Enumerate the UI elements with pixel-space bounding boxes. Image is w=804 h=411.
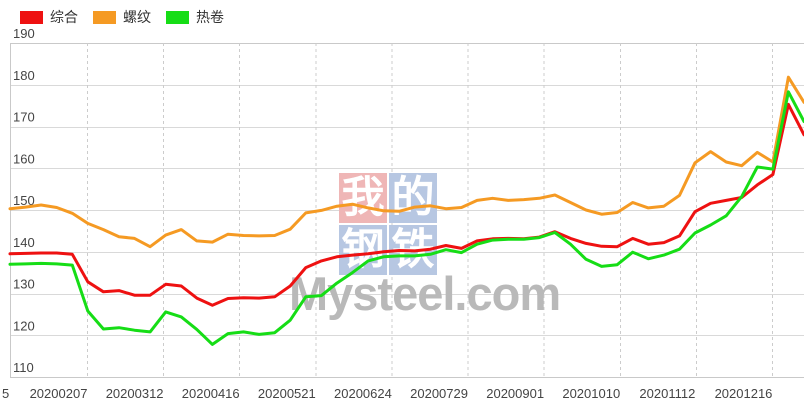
legend-item-2[interactable]: 热卷 xyxy=(166,10,224,24)
x-axis-label-20200624: 20200624 xyxy=(334,386,392,401)
legend-swatch xyxy=(93,10,116,24)
y-axis-label-130: 130 xyxy=(13,277,35,292)
watermark-tile-0: 我 xyxy=(339,173,387,223)
x-axis-label-partial: 5 xyxy=(2,386,9,401)
watermark-tile-1: 的 xyxy=(389,173,437,223)
y-axis-label-150: 150 xyxy=(13,193,35,208)
legend-label: 综合 xyxy=(50,9,78,25)
legend-label: 热卷 xyxy=(196,9,224,25)
y-axis-label-140: 140 xyxy=(13,235,35,250)
legend: 综合 螺纹 热卷 xyxy=(20,10,239,24)
y-axis-label-120: 120 xyxy=(13,318,35,333)
y-axis-label-110: 110 xyxy=(13,360,34,375)
y-axis-label-170: 170 xyxy=(13,110,35,125)
legend-item-1[interactable]: 螺纹 xyxy=(93,10,151,24)
x-axis-label-20200416: 20200416 xyxy=(182,386,240,401)
legend-item-0[interactable]: 综合 xyxy=(20,10,78,24)
x-axis-label-20200312: 20200312 xyxy=(106,386,164,401)
y-axis-label-180: 180 xyxy=(13,68,35,83)
y-axis-label-190: 190 xyxy=(13,26,35,41)
legend-swatch xyxy=(166,10,189,24)
y-axis-label-160: 160 xyxy=(13,151,35,166)
series-line-0 xyxy=(8,102,804,307)
series-line-1 xyxy=(8,75,804,249)
legend-label: 螺纹 xyxy=(123,9,151,25)
x-axis-label-20200521: 20200521 xyxy=(258,386,316,401)
legend-swatch xyxy=(20,10,43,24)
x-axis-label-20201216: 20201216 xyxy=(715,386,773,401)
x-axis-label-20200729: 20200729 xyxy=(410,386,468,401)
x-axis-label-20200901: 20200901 xyxy=(486,386,544,401)
watermark-text: Mysteel.com xyxy=(289,267,561,320)
x-axis-label-20200207: 20200207 xyxy=(30,386,88,401)
x-axis-label-20201112: 20201112 xyxy=(639,386,695,401)
x-axis-label-20201010: 20201010 xyxy=(562,386,620,401)
series-line-2 xyxy=(8,90,804,346)
